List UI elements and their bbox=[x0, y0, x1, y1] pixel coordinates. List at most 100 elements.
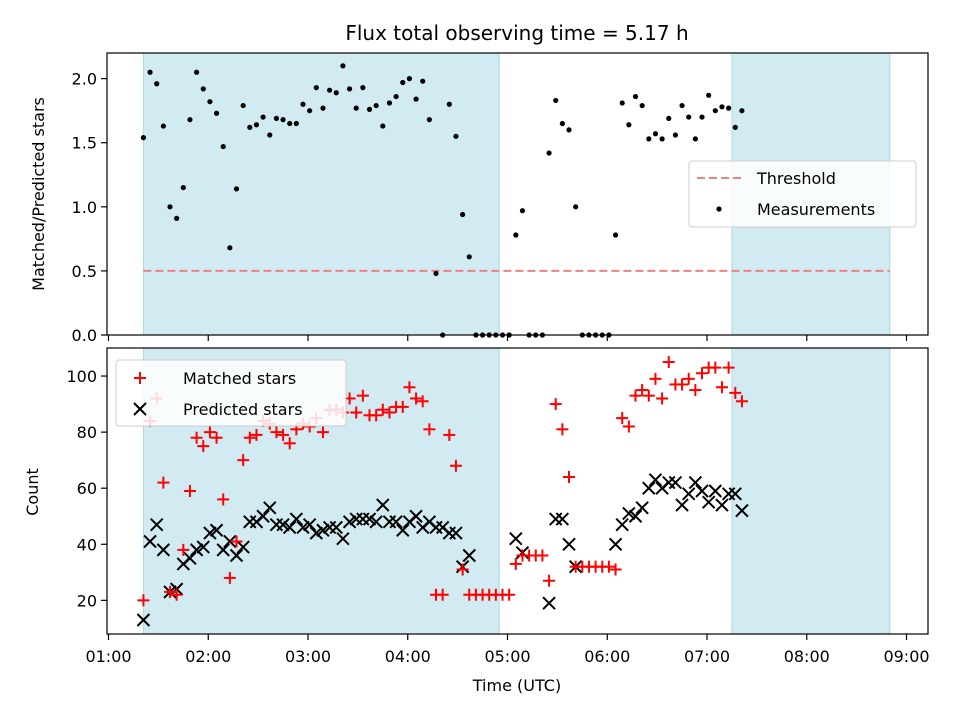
y-tick-label: 40 bbox=[77, 535, 97, 554]
measurement-point bbox=[739, 108, 745, 114]
y-tick-label: 60 bbox=[77, 479, 97, 498]
matched-stars-point bbox=[223, 571, 236, 584]
measurement-point bbox=[207, 99, 213, 105]
measurement-point bbox=[566, 127, 572, 133]
predicted-stars-point bbox=[216, 543, 230, 557]
predicted-stars-point bbox=[396, 523, 410, 537]
measurement-point bbox=[652, 131, 659, 137]
matched-stars-point bbox=[370, 409, 383, 422]
matched-stars-point bbox=[270, 426, 283, 439]
measurement-point bbox=[413, 96, 419, 102]
measurement-point bbox=[380, 123, 386, 129]
measurement-point bbox=[692, 136, 698, 142]
matched-stars-point bbox=[729, 386, 742, 399]
measurement-point bbox=[174, 215, 180, 221]
measurement-point bbox=[420, 78, 426, 84]
matched-stars-point bbox=[177, 543, 190, 556]
matched-stars-point bbox=[410, 392, 423, 405]
predicted-stars-point bbox=[628, 509, 643, 523]
measurement-point bbox=[300, 101, 306, 107]
x-tick-label: 03:00 bbox=[285, 647, 331, 666]
predicted-stars-point bbox=[662, 475, 676, 490]
measurement-point bbox=[154, 81, 160, 87]
measurement-point bbox=[353, 105, 359, 111]
x-tick-label: 02:00 bbox=[185, 647, 231, 666]
matched-stars-point bbox=[190, 431, 203, 444]
matched-stars-point bbox=[689, 384, 702, 397]
measurement-point bbox=[732, 124, 738, 130]
measurement-point bbox=[233, 186, 240, 192]
matched-stars-point bbox=[642, 389, 655, 402]
measurement-point bbox=[220, 143, 226, 150]
observing-window-shade bbox=[731, 347, 891, 635]
measurement-point bbox=[559, 120, 565, 127]
matched-stars-point bbox=[536, 549, 549, 562]
predicted-stars-point bbox=[409, 509, 423, 523]
measurement-point bbox=[187, 117, 193, 123]
predicted-stars-point bbox=[695, 484, 709, 498]
matched-stars-point bbox=[230, 535, 243, 548]
predicted-stars-point bbox=[668, 475, 683, 490]
x-tick-label: 05:00 bbox=[484, 647, 530, 666]
predicted-stars-point bbox=[682, 487, 696, 501]
matched-stars-point bbox=[622, 420, 635, 433]
predicted-stars-point bbox=[462, 548, 476, 563]
matched-stars-point bbox=[543, 574, 556, 587]
predicted-stars-point bbox=[196, 540, 210, 554]
measurement-point bbox=[346, 86, 353, 92]
matched-stars-point bbox=[243, 431, 256, 444]
measurement-point bbox=[400, 79, 406, 86]
predicted-stars-point bbox=[615, 517, 629, 532]
measurement-point bbox=[632, 93, 639, 100]
y-tick-label: 0.0 bbox=[72, 326, 97, 345]
predicted-stars-point bbox=[150, 517, 164, 532]
matched-stars-point bbox=[283, 437, 296, 450]
observing-window-shade bbox=[142, 52, 500, 336]
predicted-stars-point bbox=[296, 520, 310, 535]
measurement-point bbox=[466, 254, 472, 260]
predicted-stars-point bbox=[635, 501, 649, 515]
measurement-point bbox=[386, 100, 393, 106]
predicted-stars-point bbox=[283, 520, 297, 535]
predicted-stars-point bbox=[376, 498, 390, 512]
matched-stars-point bbox=[203, 426, 216, 439]
measurement-point bbox=[712, 108, 718, 114]
predicted-stars-point bbox=[362, 512, 377, 526]
measurement-point bbox=[706, 92, 712, 98]
measurement-point bbox=[460, 211, 466, 218]
matched-stars-point bbox=[636, 384, 649, 397]
predicted-stars-point bbox=[309, 526, 324, 540]
matched-stars-point bbox=[237, 454, 250, 467]
top-legend: Threshold Measurements bbox=[688, 160, 917, 228]
measurement-point bbox=[307, 108, 313, 114]
predicted-stars-point bbox=[263, 501, 277, 515]
predicted-stars-point bbox=[701, 495, 716, 509]
x-tick-label: 04:00 bbox=[385, 647, 431, 666]
matched-stars-point bbox=[197, 440, 210, 453]
matched-stars-point bbox=[350, 406, 363, 419]
predicted-stars-point bbox=[329, 520, 343, 535]
predicted-legend-label: Predicted stars bbox=[183, 400, 303, 419]
matched-stars-point bbox=[277, 428, 290, 441]
predicted-stars-point bbox=[369, 515, 383, 529]
predicted-stars-point bbox=[648, 473, 663, 487]
measurement-point bbox=[240, 102, 246, 109]
predicted-stars-point bbox=[542, 596, 556, 610]
bottom-y-axis-label: Count bbox=[23, 468, 42, 516]
top-panel: 0.00.51.01.52.0 Matched/Predicted stars … bbox=[29, 52, 929, 345]
predicted-legend-marker bbox=[133, 402, 147, 416]
predicted-stars-point bbox=[509, 531, 523, 546]
matched-stars-point bbox=[735, 395, 748, 408]
x-tick-label: 09:00 bbox=[883, 647, 929, 666]
measurement-point bbox=[519, 208, 526, 214]
matched-stars-point bbox=[662, 356, 675, 369]
measurement-point bbox=[453, 133, 459, 139]
bottom-panel: 20 40 60 80 100 01:00 02:00 03:00 04:00 05:00 06:… bbox=[23, 347, 930, 695]
bottom-legend: Matched stars Predicted stars bbox=[115, 359, 347, 427]
measurement-point bbox=[180, 184, 186, 191]
predicted-stars-point bbox=[276, 517, 290, 532]
matched-stars-point bbox=[383, 406, 396, 419]
predicted-stars-point bbox=[549, 512, 563, 526]
matched-stars-point bbox=[396, 400, 409, 413]
measurement-point bbox=[340, 63, 346, 69]
